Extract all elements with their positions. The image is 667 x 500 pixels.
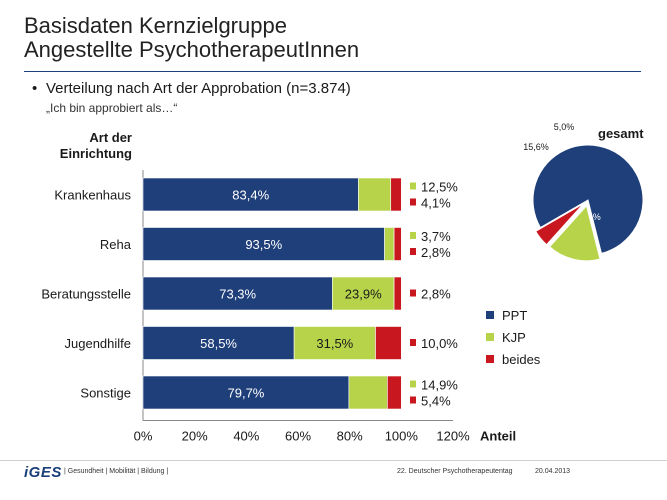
slide-title: Basisdaten Kernzielgruppe Angestellte Ps… [24,14,359,62]
bar-ppt-sonstige [142,375,350,410]
question-note: „Ich bin approbiert als…“ [46,101,178,115]
outside-label-beides-sonstige: 5,4% [421,394,451,409]
legend-label-ppt: PPT [502,307,528,323]
legend-item-kjp: KJP [486,326,540,348]
x-tick-40-: 40% [233,429,259,444]
pie-label-beides: 5,0% [554,122,575,132]
bar-label-ppt-krankenhaus: 83,4% [232,188,269,203]
bar-ppt-jugendhilfe [142,326,295,360]
footer-tagline: | Gesundheit | Mobilität | Bildung | [64,468,169,475]
outside-label-kjp-reha: 3,7% [421,229,451,244]
pie-slice-ppt [532,144,644,254]
bar-label-ppt-jugendhilfe: 58,5% [200,336,237,351]
outside-marker-kjp-krankenhaus [410,182,416,190]
bar-beides-reha [393,227,402,261]
category-label-reha: Reha [100,237,132,252]
bar-beides-jugendhilfe [375,326,402,360]
bar-label-ppt-reha: 93,5% [245,237,282,252]
bar-ppt-reha [142,227,385,261]
footer-date: 20.04.2013 [535,468,571,475]
pie-slice-kjp [549,204,601,262]
legend-swatch-kjp [486,333,494,341]
title-line-2: Angestellte PsychotherapeutInnen [24,37,360,62]
bullet-point: • Verteilung nach Art der Approbation (n=… [32,80,351,97]
x-tick-100-: 100% [385,429,419,444]
legend-item-ppt: PPT [486,304,540,326]
legend-item-beides: beides [486,348,540,370]
outside-label-beides-krankenhaus: 4,1% [421,196,451,211]
outside-label-beides-reha: 2,8% [421,245,451,260]
outside-marker-beides-krankenhaus [410,198,416,206]
category-label-jugendhilfe: Jugendhilfe [65,336,132,351]
bar-kjp-jugendhilfe [293,326,376,360]
outside-marker-kjp-sonstige [410,380,416,388]
bar-label-ppt-beratungsstelle: 73,3% [219,287,256,302]
footer-event: 22. Deutscher Psychotherapeutentag [397,468,513,475]
legend-swatch-ppt [486,311,494,319]
category-label-sonstige: Sonstige [80,386,131,401]
bar-label-ppt-sonstige: 79,7% [228,386,265,401]
bullet-text: Verteilung nach Art der Approbation (n=3… [46,80,351,97]
footer-divider [0,460,667,461]
x-tick-120-: 120% [436,429,470,444]
outside-marker-beides-sonstige [410,396,416,404]
legend-swatch-beides [486,355,494,363]
x-tick-0-: 0% [134,429,153,444]
bullet-dot-icon: • [32,80,38,97]
pie-title: gesamt [598,126,644,141]
pie-slice-beides [535,203,584,246]
legend: PPT KJP beides [486,304,540,370]
bar-kjp-krankenhaus [358,177,392,212]
bar-ppt-krankenhaus [142,177,359,212]
bar-label-kjp-beratungsstelle: 23,9% [345,287,382,302]
legend-label-kjp: KJP [502,329,526,345]
pie-label-kjp: 15,6% [523,142,549,152]
bar-ppt-beratungsstelle [142,276,333,311]
outside-marker-kjp-reha [410,232,416,239]
bar-beides-sonstige [387,375,402,410]
x-axis-title: Anteil [480,429,516,444]
category-label-krankenhaus: Krankenhaus [54,188,131,203]
y-axis-title: Art der Einrichtung [59,130,132,161]
bar-label-kjp-jugendhilfe: 31,5% [316,336,353,351]
bar-kjp-sonstige [348,375,388,410]
outside-label-beides-jugendhilfe: 10,0% [421,336,458,351]
x-tick-80-: 80% [337,429,363,444]
outside-label-kjp-sonstige: 14,9% [421,378,458,393]
bar-beides-krankenhaus [390,177,402,212]
outside-marker-beides-beratungsstelle [410,289,416,297]
title-divider [24,71,641,72]
outside-label-kjp-krankenhaus: 12,5% [421,180,458,195]
legend-label-beides: beides [502,351,541,367]
title-line-1: Basisdaten Kernzielgruppe [24,13,287,38]
iges-logo: iGES [24,464,62,481]
outside-marker-beides-jugendhilfe [410,339,416,346]
x-tick-60-: 60% [285,429,311,444]
x-tick-20-: 20% [182,429,208,444]
bar-beides-beratungsstelle [393,276,402,311]
outside-marker-beides-reha [410,248,416,255]
category-label-beratungsstelle: Beratungsstelle [41,287,131,302]
outside-label-beides-beratungsstelle: 2,8% [421,287,451,302]
